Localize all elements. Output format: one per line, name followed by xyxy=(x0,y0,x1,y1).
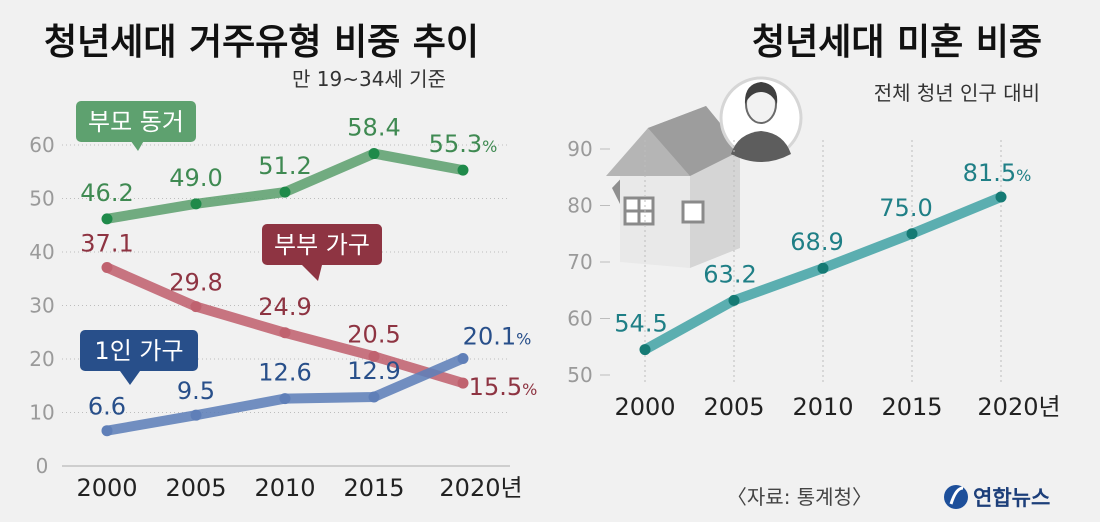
legend-box-3 xyxy=(80,330,198,371)
left-x-tick-label: 2020년 xyxy=(439,474,522,502)
data-point xyxy=(279,327,291,339)
data-label: 9.5 xyxy=(177,377,215,405)
right-data-point xyxy=(906,228,918,240)
data-label: 51.2 xyxy=(258,152,311,180)
legend-label: 부모 동거 xyxy=(88,108,184,136)
right-x-tick-label: 2005 xyxy=(703,393,764,421)
data-label: 55.3% xyxy=(429,130,498,158)
data-label-unit: % xyxy=(482,137,497,156)
data-label: 29.8 xyxy=(169,269,222,297)
data-point xyxy=(101,213,113,225)
right-data-point xyxy=(995,191,1007,203)
data-label-unit: % xyxy=(516,329,531,348)
legend-pointer xyxy=(302,265,322,281)
data-point xyxy=(457,164,469,176)
data-label: 37.1 xyxy=(80,230,133,258)
data-label: 12.6 xyxy=(258,359,311,387)
data-point xyxy=(101,262,113,274)
data-label-unit: % xyxy=(522,380,537,399)
left-y-tick-label: 30 xyxy=(29,294,54,318)
left-y-tick-label: 50 xyxy=(29,187,54,211)
legend-box-1 xyxy=(76,101,196,142)
data-point xyxy=(457,377,469,389)
legend-pointer xyxy=(120,371,140,385)
logo-text: 연합뉴스 xyxy=(973,486,1050,510)
left-chart-subtitle: 만 19~34세 기준 xyxy=(292,67,446,91)
data-point xyxy=(368,350,380,362)
left-y-tick-label: 10 xyxy=(29,401,54,425)
left-y-tick-label: 20 xyxy=(29,347,54,371)
data-label: 24.9 xyxy=(258,293,311,321)
right-chart-title: 청년세대 미혼 비중 xyxy=(752,22,1042,63)
left-x-tick-label: 2005 xyxy=(165,474,226,502)
right-data-label: 68.9 xyxy=(790,228,843,256)
data-point xyxy=(457,352,469,364)
data-point xyxy=(279,393,291,405)
right-x-tick-label: 2010 xyxy=(792,393,853,421)
data-label: 12.9 xyxy=(347,357,400,385)
data-label: 6.6 xyxy=(88,393,126,421)
left-x-tick-label: 2015 xyxy=(343,474,404,502)
right-data-point xyxy=(639,344,651,356)
right-x-tick-label: 2015 xyxy=(881,393,942,421)
data-point xyxy=(368,148,380,160)
left-y-tick-label: 0 xyxy=(36,454,49,478)
right-chart-y-axis: 50 60 70 80 90 xyxy=(567,137,592,387)
data-point xyxy=(368,391,380,403)
left-y-tick-label: 40 xyxy=(29,240,54,264)
legend-pointer xyxy=(128,137,146,151)
left-chart-title: 청년세대 거주유형 비중 추이 xyxy=(44,22,479,63)
left-x-tick-label: 2000 xyxy=(76,474,137,502)
data-point xyxy=(190,198,202,210)
right-y-tick-label: 90 xyxy=(567,137,592,161)
data-label: 49.0 xyxy=(169,164,222,192)
right-x-tick-label: 2020년 xyxy=(977,393,1060,421)
left-x-tick-label: 2010 xyxy=(254,474,315,502)
data-point xyxy=(190,301,202,313)
left-chart-y-axis: 0 10 20 30 40 50 60 xyxy=(29,133,54,478)
data-point xyxy=(279,186,291,198)
right-data-label-unit: % xyxy=(1016,166,1031,185)
right-x-tick-label: 2000 xyxy=(614,393,675,421)
right-data-label: 75.0 xyxy=(879,194,932,222)
right-chart-subtitle: 전체 청년 인구 대비 xyxy=(874,81,1040,105)
right-data-point xyxy=(728,294,740,306)
legend-label: 부부 가구 xyxy=(274,231,370,259)
data-point xyxy=(101,425,113,437)
right-chart-grid xyxy=(600,140,1002,382)
right-y-tick-label: 50 xyxy=(567,363,592,387)
data-label: 20.5 xyxy=(347,320,400,348)
source-note: 〈자료: 통계청〉 xyxy=(727,485,872,509)
right-data-label: 63.2 xyxy=(703,260,756,288)
right-chart-x-axis: 2000 2005 2010 2015 2020년 xyxy=(614,393,1060,421)
right-data-point xyxy=(817,262,829,274)
data-label: 58.4 xyxy=(347,114,400,142)
right-data-label: 81.5% xyxy=(963,159,1032,187)
right-chart-series: 54.5 63.2 68.9 75.0 81.5% xyxy=(614,159,1032,356)
left-y-tick-label: 60 xyxy=(29,133,54,157)
right-y-tick-label: 60 xyxy=(567,307,592,331)
left-chart-series: 46.2 49.0 51.2 58.4 55.3% 37.1 29.8 24.9 20.5 15.… xyxy=(80,114,537,437)
right-y-tick-label: 80 xyxy=(567,194,592,218)
legend-label: 1인 가구 xyxy=(94,337,183,365)
legend-box-2 xyxy=(262,224,382,265)
data-label: 46.2 xyxy=(80,179,133,207)
house-illustration xyxy=(606,106,742,268)
person-avatar-icon xyxy=(719,76,803,162)
data-point xyxy=(190,409,202,421)
data-label: 20.1% xyxy=(463,322,532,350)
yonhap-logo-icon xyxy=(944,485,968,509)
right-y-tick-label: 70 xyxy=(567,250,592,274)
data-label: 15.5% xyxy=(469,373,538,401)
right-data-label: 54.5 xyxy=(614,310,667,338)
left-chart-x-axis: 2000 2005 2010 2015 2020년 xyxy=(76,474,522,502)
